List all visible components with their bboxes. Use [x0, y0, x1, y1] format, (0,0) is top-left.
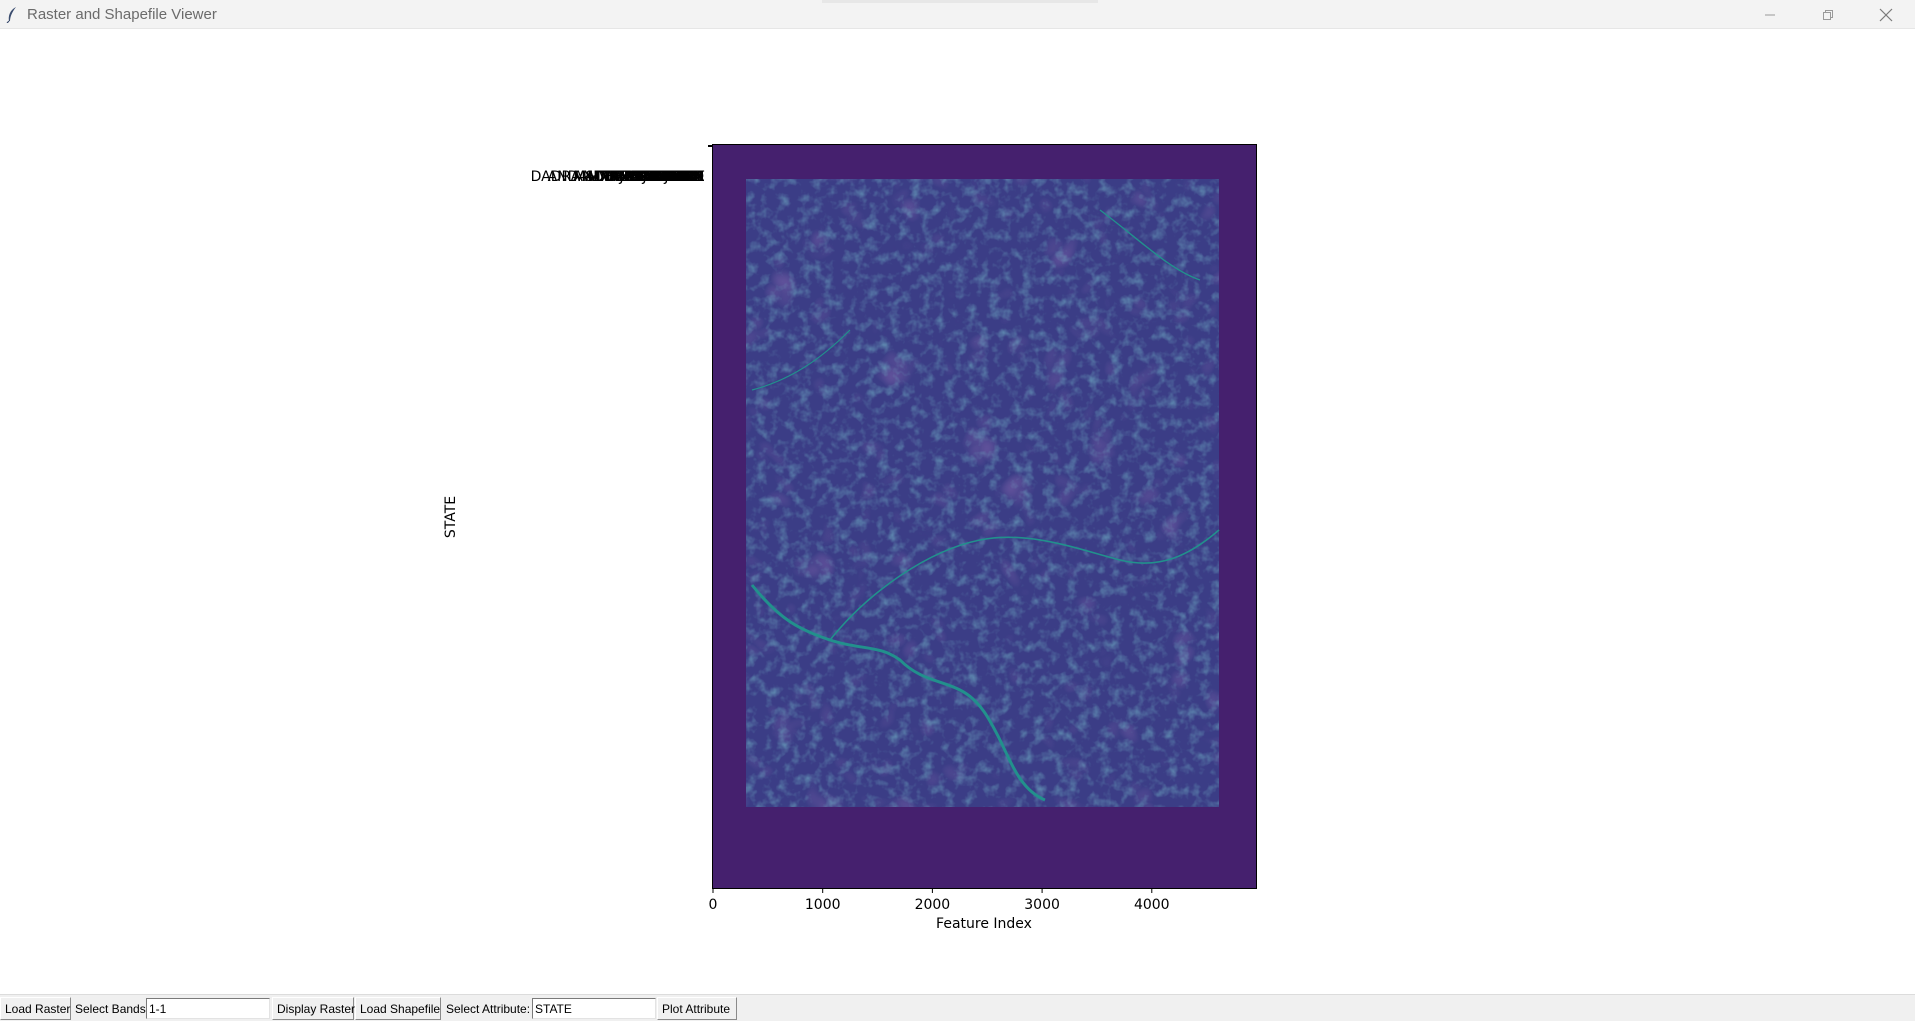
control-toolbar: Load Raster Select Bands: Display Raster…: [0, 994, 1915, 1021]
minimize-button[interactable]: [1741, 0, 1799, 29]
minimize-icon: [1765, 14, 1775, 15]
raster-stream-network: [750, 209, 1220, 802]
y-tick-label: MIZORAM: [636, 169, 704, 185]
y-tick-label: GUJARAT: [643, 169, 704, 185]
tab-peek-strip: [822, 0, 1098, 3]
y-tick-label: JHARKHAND: [619, 169, 705, 185]
tributary-line: [751, 329, 851, 391]
restore-button[interactable]: [1799, 0, 1857, 29]
y-tick-label: KARNATAKA: [621, 169, 704, 185]
axes-frame: [712, 144, 1257, 889]
river-line: [750, 584, 1046, 802]
plot-attribute-button[interactable]: Plot Attribute: [657, 997, 737, 1020]
select-attribute-input[interactable]: [532, 998, 656, 1019]
y-tick-label: KERALA: [650, 169, 705, 185]
x-tick-label: 2000: [915, 897, 951, 913]
select-bands-label: Select Bands:: [75, 1001, 150, 1016]
x-tick-label: 0: [709, 897, 718, 913]
y-tick-label: ORISSA: [652, 169, 705, 185]
y-tick-label: ASSAM: [655, 169, 704, 185]
close-button[interactable]: [1857, 0, 1915, 29]
x-tick-label: 3000: [1024, 897, 1060, 913]
tributary-line: [1099, 209, 1201, 281]
y-axis-label: STATE: [443, 496, 459, 538]
x-tick-label: 4000: [1134, 897, 1170, 913]
raster-terrain-texture: [746, 179, 1219, 807]
display-raster-button[interactable]: Display Raster: [272, 997, 355, 1020]
y-tick-label: MADHYA PRADESH: [573, 169, 704, 185]
feather-icon: [6, 7, 16, 23]
y-tick-label: NAGALAND: [625, 169, 704, 185]
window-title: Raster and Shapefile Viewer: [27, 6, 217, 23]
load-raster-button[interactable]: Load Raster: [0, 997, 71, 1020]
y-tick-label: DADRA & NAGAR HAVELI: [531, 169, 704, 185]
y-tick-label: TAMIL NADU: [616, 169, 704, 185]
y-tick-label: ANDHRA PRADESH: [573, 169, 704, 185]
y-tick-label: HARYANA: [638, 169, 704, 185]
tributary-line: [829, 529, 1220, 641]
y-tick-label: UTTAR PRADESH: [588, 169, 704, 185]
x-axis-label: Feature Index: [936, 916, 1032, 932]
x-tick-label: 1000: [805, 897, 841, 913]
x-axis-ticks: 0 1000 2000 3000 4000: [709, 888, 1170, 913]
restore-icon: [1823, 9, 1833, 20]
y-tick-label: ANDAMAN & NICOBAR: [548, 169, 705, 185]
plot-figure: ANDAMAN & NICOBAR DADRA & NAGAR HAVELI DAM…: [0, 30, 1915, 995]
y-tick-label: RAJASTHAN: [624, 169, 704, 185]
select-bands-input[interactable]: [146, 998, 270, 1019]
title-bar: Raster and Shapefile Viewer: [0, 0, 1915, 29]
y-tick-label: TRIPURA: [643, 169, 704, 185]
y-tick-label: MEGHALAYA: [618, 169, 704, 185]
y-tick-label: MAHARASHTRA: [597, 169, 705, 185]
close-icon: [1879, 8, 1893, 21]
select-attribute-label: Select Attribute:: [446, 1001, 531, 1016]
load-shapefile-button[interactable]: Load Shapefile: [355, 997, 441, 1020]
raster-image: [712, 144, 1257, 889]
y-tick-label: WEST BENGAL: [602, 169, 704, 185]
y-tick-label: DAMAN & DIU: [607, 169, 704, 185]
